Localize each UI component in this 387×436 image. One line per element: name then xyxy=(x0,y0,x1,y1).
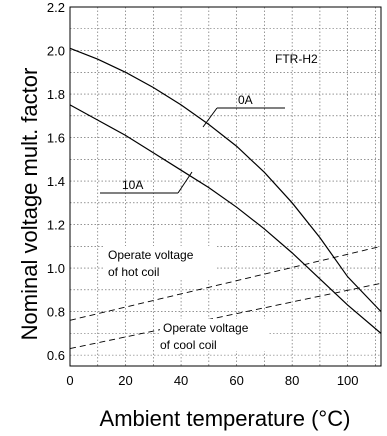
y-tick-label: 1.2 xyxy=(47,218,65,233)
x-axis-title: Ambient temperature (°C) xyxy=(100,406,351,431)
y-tick-label: 1.0 xyxy=(47,261,65,276)
y-tick-label: 2.0 xyxy=(47,44,65,59)
x-tick-label: 40 xyxy=(174,373,188,388)
x-tick-label: 20 xyxy=(118,373,132,388)
cool-coil-label-line2: of cool coil xyxy=(160,338,217,352)
model-label: FTR-H2 xyxy=(275,52,318,66)
y-tick-label: 0.6 xyxy=(47,348,65,363)
y-tick-labels: 0.6 0.8 1.0 1.2 1.4 1.6 1.8 2.0 2.2 xyxy=(47,0,65,363)
y-tick-label: 2.2 xyxy=(47,0,65,15)
series-line xyxy=(69,282,382,350)
series-line xyxy=(69,47,382,313)
y-axis-title: Nominal voltage mult. factor xyxy=(17,68,42,341)
y-tick-label: 1.8 xyxy=(47,87,65,102)
grid xyxy=(70,7,381,366)
y-tick-label: 1.4 xyxy=(47,174,65,189)
label-10a: 10A xyxy=(122,178,143,192)
cool-coil-label-bg xyxy=(160,319,268,351)
y-tick-label: 0.8 xyxy=(47,305,65,320)
hot-coil-label-bg xyxy=(105,246,215,278)
x-tick-label: 80 xyxy=(285,373,299,388)
y-tick-label: 1.6 xyxy=(47,131,65,146)
hot-coil-label-line2: of hot coil xyxy=(108,265,159,279)
x-tick-label: 60 xyxy=(229,373,243,388)
x-tick-labels: 0 20 40 60 80 100 xyxy=(66,373,358,388)
label-0a: 0A xyxy=(238,93,253,107)
cool-coil-label-line1: Operate voltage xyxy=(163,321,249,335)
series-line xyxy=(69,104,382,334)
plot-frame xyxy=(69,6,382,367)
x-tick-label: 0 xyxy=(66,373,73,388)
series-line xyxy=(69,245,382,321)
label-0a-leader-diagonal xyxy=(202,107,218,128)
x-tick-label: 100 xyxy=(337,373,359,388)
label-10a-leader-diagonal xyxy=(177,171,193,194)
series-layer xyxy=(69,47,382,350)
hot-coil-label-line1: Operate voltage xyxy=(108,248,194,262)
